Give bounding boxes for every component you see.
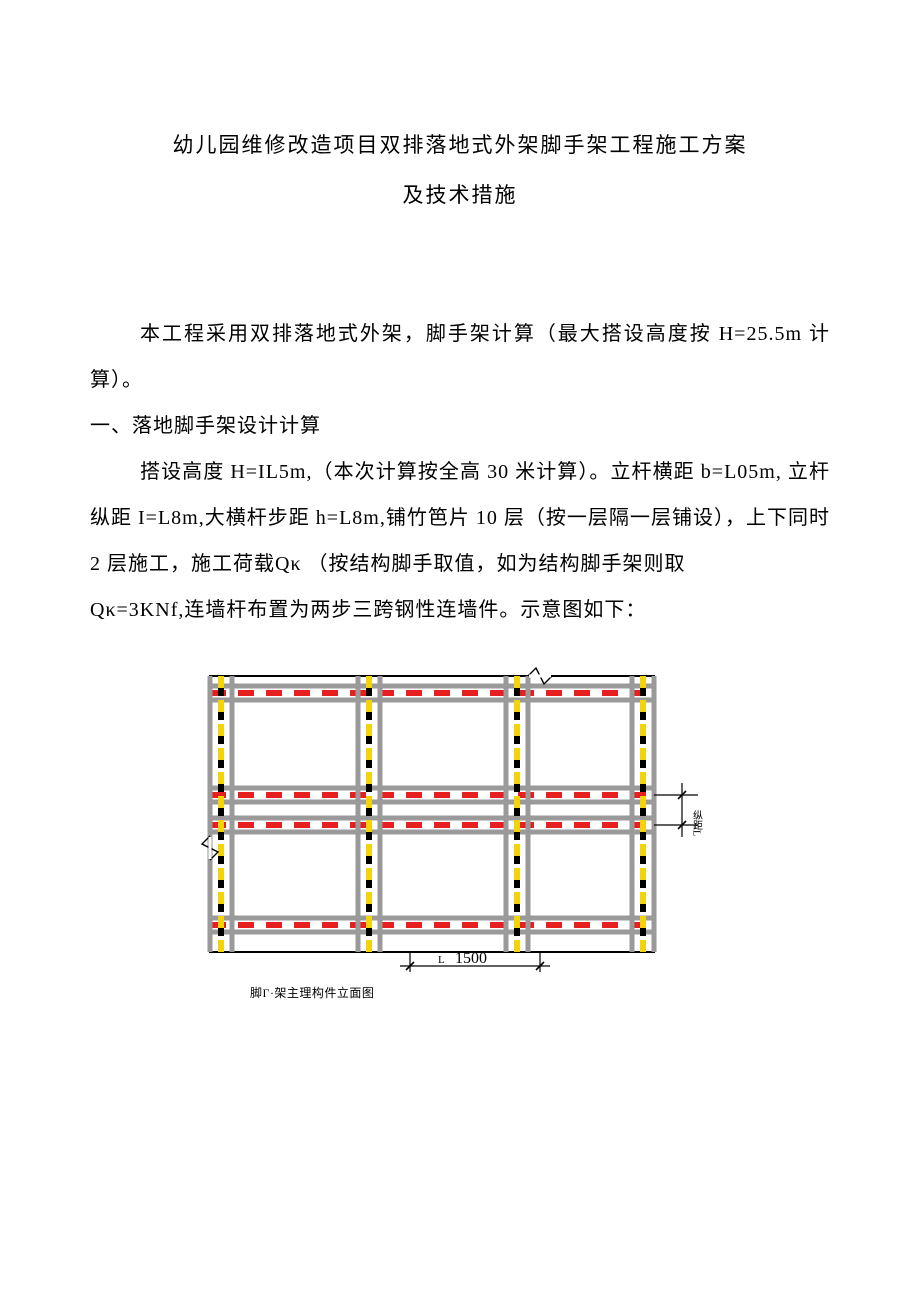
svg-text:纵距L: 纵距L	[691, 810, 703, 836]
svg-text:1500: 1500	[455, 950, 487, 967]
document-title: 幼儿园维修改造项目双排落地式外架脚手架工程施工方案 及技术措施	[90, 120, 830, 221]
diagram-caption: 脚Γ·架主理构件立面图	[250, 984, 740, 1001]
scaffold-diagram: 纵距L L 1500 脚Γ·架主理构件立面图	[180, 658, 740, 1001]
section-1-heading: 一、落地脚手架设计计算	[90, 403, 830, 449]
paragraph-3: Qκ=3KNf,连墙杆布置为两步三跨钢性连墙件。示意图如下：	[90, 587, 830, 633]
intro-paragraph: 本工程采用双排落地式外架，脚手架计算（最大搭设高度按 H=25.5m 计算）。	[90, 311, 830, 403]
document-body: 本工程采用双排落地式外架，脚手架计算（最大搭设高度按 H=25.5m 计算）。 …	[90, 311, 830, 633]
title-line-2: 及技术措施	[90, 170, 830, 220]
svg-text:L: L	[438, 954, 445, 966]
title-line-1: 幼儿园维修改造项目双排落地式外架脚手架工程施工方案	[90, 120, 830, 170]
scaffold-elevation-svg: 纵距L L 1500	[180, 658, 740, 978]
paragraph-2: 搭设高度 H=IL5m,（本次计算按全高 30 米计算）。立杆横距 b=L05m…	[90, 449, 830, 587]
